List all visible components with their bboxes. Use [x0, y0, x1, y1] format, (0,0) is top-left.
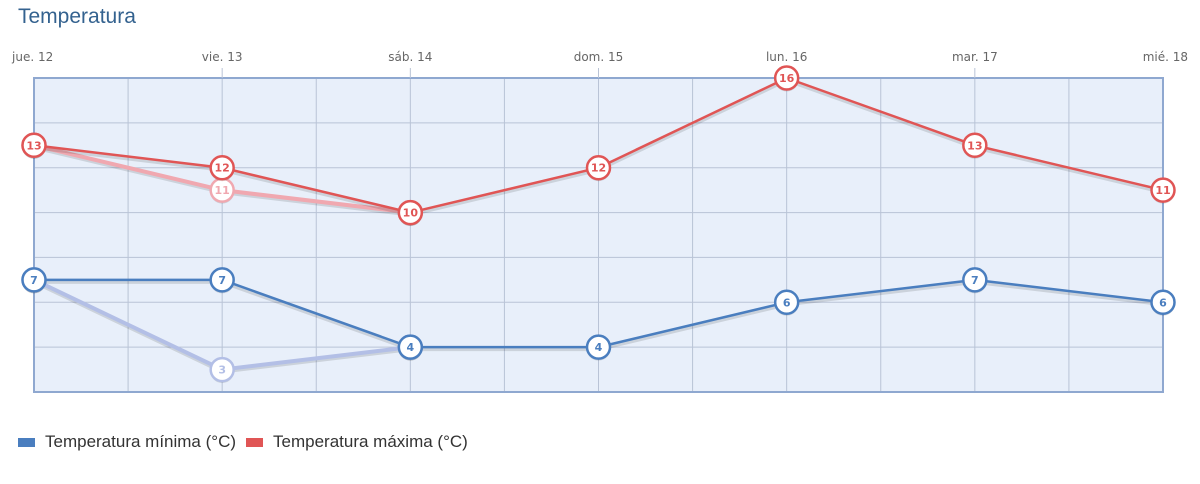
svg-text:13: 13 — [26, 139, 41, 152]
data-point[interactable]: 4 — [585, 334, 612, 361]
data-point[interactable]: 6 — [1150, 289, 1176, 316]
data-point[interactable]: 6 — [773, 289, 800, 316]
svg-text:7: 7 — [30, 274, 38, 287]
data-point[interactable]: 4 — [397, 334, 424, 361]
legend-item-max[interactable]: Temperatura máxima (°C) — [246, 432, 468, 452]
data-point[interactable]: 13 — [962, 132, 988, 159]
svg-text:7: 7 — [218, 274, 226, 287]
svg-text:6: 6 — [783, 296, 791, 309]
legend-swatch-min — [18, 437, 35, 447]
svg-text:16: 16 — [779, 72, 795, 85]
x-axis-label: dom. 15 — [574, 50, 624, 64]
legend-item-min[interactable]: Temperatura mínima (°C) — [18, 432, 236, 452]
series-min-temp: 7 7 4 4 6 7 6 — [21, 267, 1176, 361]
legend-label-min: Temperatura mínima (°C) — [45, 432, 237, 451]
data-point[interactable]: 7 — [21, 267, 47, 294]
data-point[interactable]: 16 — [773, 65, 800, 92]
temperature-line-chart: jue. 12 vie. 13 sáb. 14 dom. 15 lun. 16 mar. … — [11, 50, 1188, 393]
chart-legend: Temperatura mínima (°C) Temperatura máxi… — [18, 432, 478, 452]
x-axis-label: lun. 16 — [766, 50, 807, 64]
legend-swatch-max — [246, 437, 264, 447]
x-axis-label: mar. 17 — [952, 50, 998, 64]
x-axis-label: sáb. 14 — [388, 50, 432, 64]
x-axis-label: jue. 12 — [11, 50, 53, 64]
series-max-temp: 13 12 10 12 16 13 11 — [21, 65, 1176, 227]
svg-text:6: 6 — [1159, 296, 1167, 309]
svg-text:13: 13 — [967, 139, 982, 152]
data-point[interactable]: 11 — [1150, 177, 1176, 204]
svg-text:10: 10 — [403, 207, 419, 220]
svg-text:3: 3 — [218, 364, 226, 377]
svg-text:11: 11 — [215, 184, 230, 197]
data-point[interactable]: 10 — [397, 199, 424, 227]
svg-text:12: 12 — [215, 162, 230, 175]
svg-text:12: 12 — [591, 162, 606, 175]
data-point[interactable]: 7 — [209, 267, 235, 294]
svg-text:11: 11 — [1155, 184, 1170, 197]
data-point[interactable]: 12 — [209, 154, 235, 182]
data-point[interactable]: 7 — [962, 267, 988, 294]
svg-text:7: 7 — [971, 274, 979, 287]
data-point[interactable]: 11 — [209, 177, 235, 204]
chart-title: Temperatura — [18, 5, 136, 28]
data-point[interactable]: 13 — [21, 132, 47, 159]
legend-label-max: Temperatura máxima (°C) — [273, 432, 468, 451]
svg-text:4: 4 — [407, 341, 415, 354]
data-point[interactable]: 12 — [585, 154, 612, 182]
x-axis-label: vie. 13 — [202, 50, 243, 64]
data-point[interactable]: 3 — [209, 356, 235, 384]
x-axis-label: mié. 18 — [1143, 50, 1188, 64]
svg-text:4: 4 — [595, 341, 603, 354]
